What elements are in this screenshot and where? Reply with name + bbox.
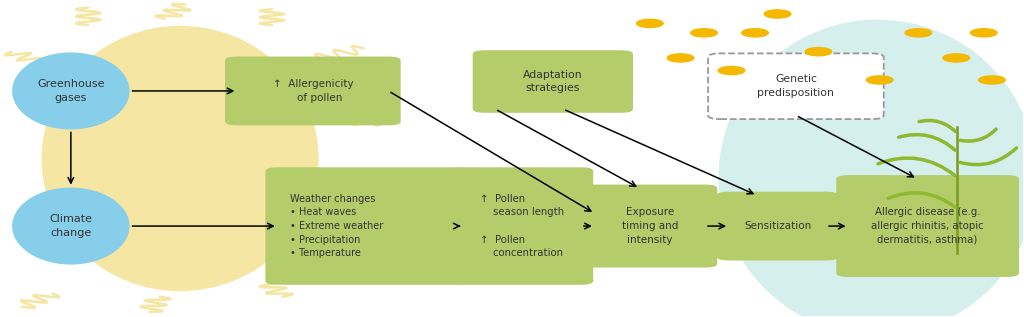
FancyBboxPatch shape <box>583 184 717 268</box>
Text: ↑  Pollen
    season length

↑  Pollen
    concentration: ↑ Pollen season length ↑ Pollen concentr… <box>480 194 564 258</box>
Circle shape <box>668 54 694 62</box>
Text: ↑  Allergenicity
    of pollen: ↑ Allergenicity of pollen <box>272 79 353 103</box>
FancyBboxPatch shape <box>473 50 633 113</box>
Ellipse shape <box>12 188 130 265</box>
FancyBboxPatch shape <box>265 167 469 285</box>
Text: Allergic disease (e.g.
allergic rhinitis, atopic
dermatitis, asthma): Allergic disease (e.g. allergic rhinitis… <box>871 207 984 245</box>
FancyBboxPatch shape <box>225 56 400 125</box>
Text: Sensitization: Sensitization <box>743 221 811 231</box>
Ellipse shape <box>42 27 318 290</box>
Text: Climate
change: Climate change <box>49 214 92 238</box>
Circle shape <box>866 76 893 84</box>
Circle shape <box>718 67 744 74</box>
Text: Exposure
timing and
intensity: Exposure timing and intensity <box>622 207 678 245</box>
Circle shape <box>637 19 664 28</box>
Text: Weather changes
• Heat waves
• Extreme weather
• Precipitation
• Temperature: Weather changes • Heat waves • Extreme w… <box>290 194 383 258</box>
Circle shape <box>805 48 831 56</box>
Circle shape <box>943 54 970 62</box>
Ellipse shape <box>719 20 1024 317</box>
FancyBboxPatch shape <box>837 175 1019 277</box>
FancyBboxPatch shape <box>717 192 839 261</box>
Circle shape <box>979 76 1006 84</box>
Circle shape <box>764 10 791 18</box>
Text: Adaptation
strategies: Adaptation strategies <box>523 70 583 93</box>
Circle shape <box>691 29 717 37</box>
Circle shape <box>741 29 768 37</box>
Circle shape <box>905 29 932 37</box>
FancyBboxPatch shape <box>452 167 593 285</box>
Circle shape <box>971 29 997 37</box>
Ellipse shape <box>12 52 130 129</box>
Text: Greenhouse
gases: Greenhouse gases <box>37 79 104 103</box>
Text: Genetic
predisposition: Genetic predisposition <box>758 74 835 98</box>
FancyBboxPatch shape <box>708 53 884 119</box>
